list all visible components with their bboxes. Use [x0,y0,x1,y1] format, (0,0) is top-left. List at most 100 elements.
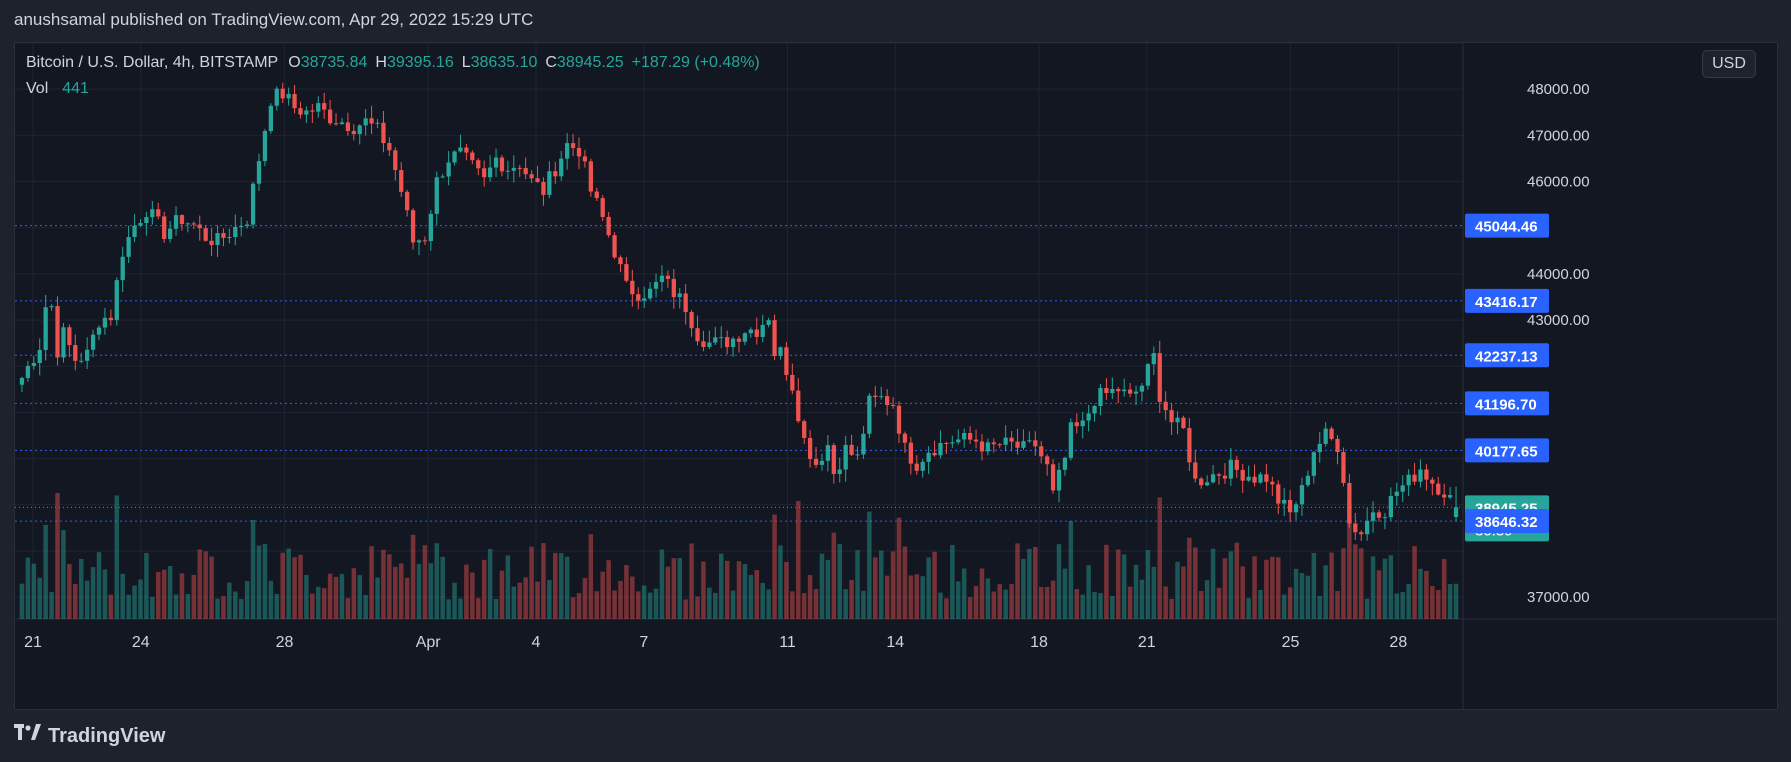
candle-body [600,198,605,217]
candle-body [683,293,688,313]
candle-body [108,317,113,321]
volume-bar [665,566,671,619]
candle-body [310,110,315,112]
candle-body [985,442,991,452]
candle-body [1240,469,1245,481]
candle-body [813,458,819,465]
volume-bar [1027,548,1032,619]
candle-body [476,160,481,169]
chart-frame[interactable]: 37000.00 43000.00 44000.00 46000.00 47000.00… [14,42,1778,710]
time-tick-label: 28 [276,634,294,651]
candle-body [920,461,925,471]
volume-legend: Vol 441 [26,80,89,98]
volume-bar [1104,544,1109,619]
candle-body [1287,499,1293,513]
volume-bar [1181,566,1186,619]
footer-brand[interactable]: TradingView [14,724,165,748]
high-value: 39395.16 [386,54,454,71]
volume-bar [861,590,866,619]
candle-body [742,333,748,342]
candle-body [256,161,262,184]
volume-bar [1204,580,1210,619]
volume-bar [351,568,357,619]
candle-body [914,463,919,471]
candle-body [96,327,102,335]
volume-bar [1323,565,1328,619]
candle-body [766,320,771,325]
volume-label[interactable]: Vol [26,80,49,97]
candle-body [588,161,593,192]
candle-body [772,320,777,356]
candle-body [470,152,475,161]
level-price-label-box [1465,213,1549,238]
candle-body [979,441,985,452]
volume-bar [73,583,78,619]
candle-body [1406,474,1411,486]
candle-body [1323,428,1328,444]
candle-body [458,147,463,152]
currency-button[interactable]: USD [1702,50,1756,78]
candle-body [730,338,736,348]
level-price-label-box [1465,391,1549,416]
volume-bar [321,588,327,619]
volume-bar [950,545,955,619]
volume-bar [481,559,487,619]
candle-body [250,183,256,225]
candle-body [144,217,149,224]
candle-body [665,275,671,279]
candle-body [55,306,60,358]
candle-body [1122,389,1127,392]
volume-bar [600,571,605,619]
volume-bar [1228,551,1234,619]
volume-bar [938,592,943,619]
candle-body [1282,499,1287,504]
candle-body [132,225,137,238]
volume-bar [558,553,564,619]
volume-bar [262,543,268,619]
candle-body [73,345,78,361]
volume-bar [1175,561,1180,619]
candle-body [855,454,860,456]
candle-body [191,223,196,225]
volume-bar [1447,584,1453,619]
candle-body [950,442,955,444]
candle-body [879,396,884,398]
volume-bar [778,545,783,619]
volume-bar [760,582,765,619]
candle-body [1157,353,1162,402]
candle-body [790,374,795,391]
change-value: +187.29 (+0.48%) [631,54,760,71]
volume-bar [772,514,777,619]
candle-body [1021,441,1026,448]
candle-body [1453,507,1459,517]
volume-bar [1169,598,1174,619]
symbol-title[interactable]: Bitcoin / U.S. Dollar, 4h, BITSTAMP [26,54,279,71]
candle-body [565,143,570,159]
candle-body [1353,523,1358,533]
volume-bar [1121,554,1127,619]
candle-body [85,349,90,361]
volume-bar [1281,594,1287,619]
volume-bar [529,546,534,619]
volume-bar [1139,579,1145,619]
candle-body [1169,410,1174,423]
candle-body [636,294,641,301]
candle-body [807,437,813,459]
candle-body [796,390,801,422]
candle-body [322,103,327,110]
level-price-label-box [1465,438,1549,463]
volume-bar [476,598,481,619]
volume-bar [819,553,825,619]
volume-bar [1110,595,1115,619]
volume-bar [612,590,617,619]
candle-body [227,237,232,239]
candle-body [482,168,487,178]
volume-bar [1370,556,1376,619]
volume-bar [434,543,440,619]
volume-bar [979,568,985,619]
candle-body [1347,482,1352,524]
volume-bar [884,575,890,619]
candlestick-chart[interactable]: 37000.00 43000.00 44000.00 46000.00 47000.00… [15,43,1777,709]
candle-body [713,337,718,343]
volume-bar [1341,548,1346,619]
